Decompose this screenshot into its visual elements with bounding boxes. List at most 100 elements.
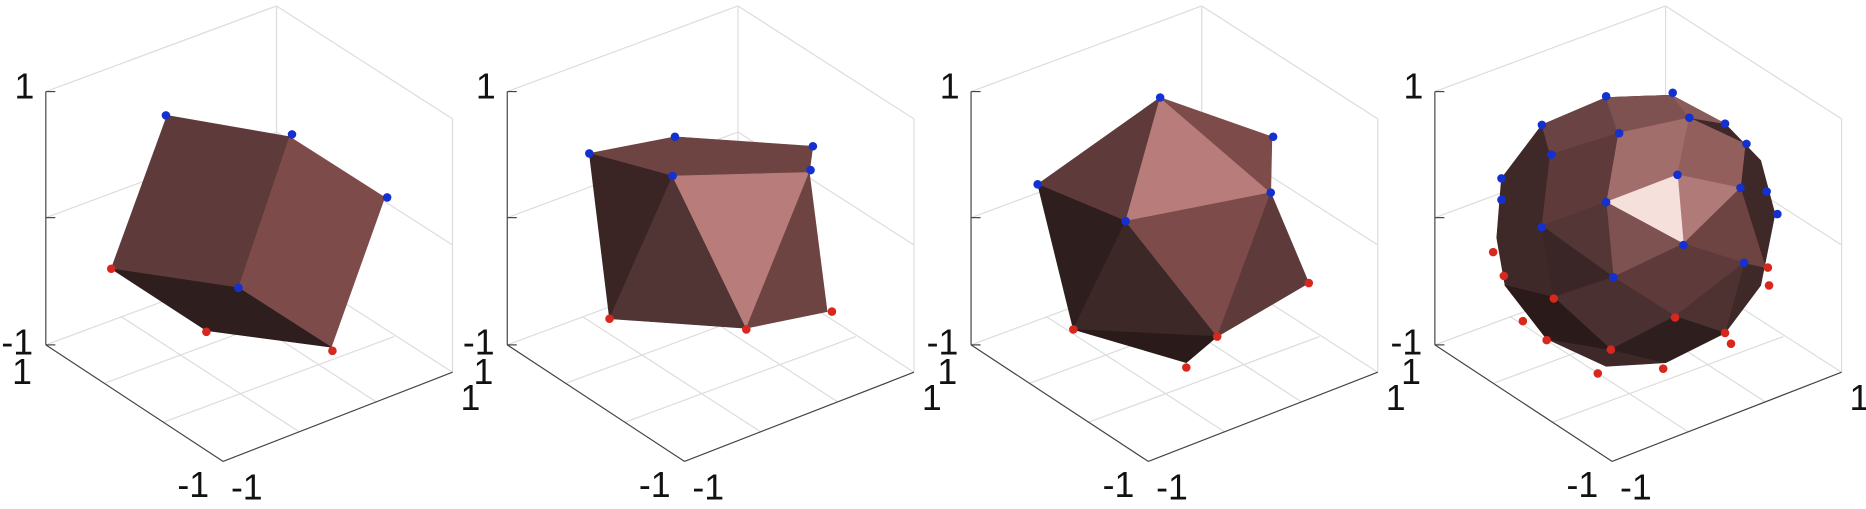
- vertex: [1762, 187, 1771, 196]
- grid-line: [1434, 5, 1666, 93]
- vertex: [668, 171, 677, 181]
- axis-line: [45, 344, 224, 462]
- vertex: [1488, 247, 1498, 257]
- tick-label: 1: [12, 352, 32, 392]
- panel: 1-11-1-11: [1, 5, 480, 507]
- tick-label: -1: [927, 322, 959, 362]
- vertex: [1658, 364, 1668, 373]
- tick-label: 1: [1404, 67, 1424, 107]
- vertex: [670, 132, 680, 142]
- tick-label: -1: [463, 322, 495, 362]
- face: [1073, 329, 1218, 364]
- vertex: [328, 346, 337, 356]
- tick-label: -1: [177, 465, 209, 505]
- vertex: [1614, 128, 1624, 138]
- vertex: [1736, 183, 1745, 193]
- vertex: [382, 193, 392, 202]
- tick-label: -1: [1390, 322, 1422, 362]
- vertex: [1764, 281, 1774, 290]
- vertex: [1606, 345, 1616, 354]
- vertex: [605, 314, 614, 324]
- vertex: [585, 149, 594, 158]
- vertex: [1593, 369, 1603, 378]
- vertex: [1601, 92, 1611, 101]
- axis-line: [970, 344, 1149, 462]
- vertex: [1155, 93, 1165, 102]
- vertex: [1773, 209, 1782, 219]
- vertex: [1537, 120, 1547, 130]
- tick-label: -1: [1566, 465, 1598, 505]
- vertex: [1601, 197, 1611, 207]
- tick-label: 1: [1386, 378, 1406, 418]
- tick-label: 1: [474, 352, 494, 392]
- grid-line: [737, 5, 915, 120]
- face: [1159, 97, 1273, 194]
- vertex: [1549, 294, 1559, 303]
- tick-label: 1: [1850, 378, 1866, 418]
- vertex: [827, 307, 837, 316]
- vertex: [234, 283, 243, 293]
- vertex: [161, 111, 171, 120]
- grid-line: [276, 5, 453, 120]
- axis-line: [1148, 371, 1378, 462]
- vertex: [1497, 195, 1506, 205]
- tick-label: -1: [1, 322, 33, 362]
- tick-label: -1: [639, 465, 671, 505]
- vertex: [1670, 313, 1680, 322]
- vertex: [1668, 88, 1677, 98]
- grid-line: [120, 315, 300, 433]
- tick-label: -1: [1156, 467, 1188, 507]
- vertex: [1763, 263, 1773, 272]
- vertex: [1542, 335, 1551, 345]
- tick-label: -1: [1103, 465, 1135, 505]
- vertex: [1212, 332, 1222, 341]
- vertex: [1518, 316, 1528, 326]
- grid-line: [1088, 336, 1320, 423]
- grid-line: [1201, 5, 1379, 120]
- vertex: [1497, 174, 1506, 183]
- grid-line: [163, 336, 395, 423]
- tick-label: -1: [692, 467, 724, 507]
- vertex: [1679, 240, 1688, 250]
- tick-label: -1: [231, 467, 263, 507]
- tick-label: 1: [476, 67, 496, 107]
- vertex: [1182, 363, 1191, 372]
- grid-line: [624, 336, 856, 423]
- vertex: [1726, 339, 1736, 348]
- vertex: [1033, 180, 1042, 189]
- grid-line: [507, 5, 739, 93]
- vertex: [106, 264, 116, 274]
- tick-label: 1: [922, 378, 942, 418]
- tick-label: 1: [460, 378, 480, 418]
- tick-label: -1: [1620, 467, 1652, 507]
- vertex: [742, 325, 751, 334]
- grid-line: [45, 5, 277, 93]
- grid-line: [1552, 336, 1784, 423]
- face: [745, 171, 828, 329]
- tick-label: 1: [937, 352, 957, 392]
- tick-label: 1: [940, 67, 960, 107]
- axis-line: [1611, 371, 1842, 462]
- vertex: [1673, 170, 1682, 180]
- vertex: [1304, 278, 1314, 288]
- axis-line: [506, 344, 685, 462]
- vertex: [1069, 325, 1078, 334]
- grid-line: [581, 315, 761, 433]
- vertex: [806, 165, 815, 175]
- grid-line: [1665, 5, 1842, 120]
- vertex: [1537, 222, 1547, 232]
- vertex: [1742, 139, 1751, 149]
- vertex: [1268, 132, 1278, 142]
- vertex: [1266, 188, 1276, 197]
- grid-line: [1045, 315, 1225, 433]
- grid-line: [970, 5, 1202, 93]
- face: [1216, 191, 1310, 338]
- tick-label: 1: [1401, 352, 1421, 392]
- vertex: [1121, 216, 1130, 226]
- vertex: [1739, 258, 1749, 268]
- vertex: [287, 130, 297, 139]
- vertex: [1499, 271, 1509, 281]
- axis-line: [1434, 344, 1613, 462]
